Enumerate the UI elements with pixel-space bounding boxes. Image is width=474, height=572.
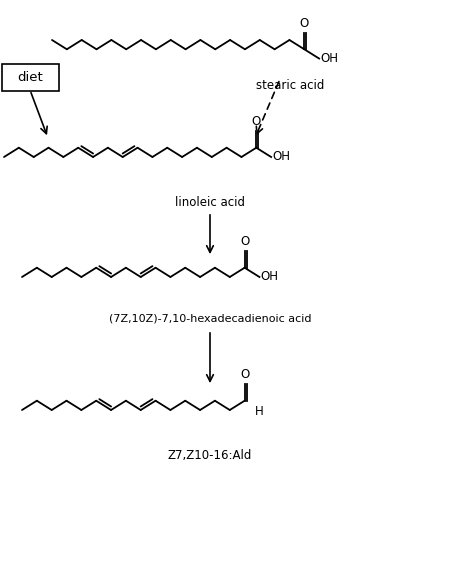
Text: (7Z,10Z)-7,10-hexadecadienoic acid: (7Z,10Z)-7,10-hexadecadienoic acid bbox=[109, 314, 311, 324]
Text: H: H bbox=[255, 405, 264, 418]
Text: OH: OH bbox=[320, 52, 338, 65]
Text: O: O bbox=[252, 115, 261, 128]
FancyBboxPatch shape bbox=[2, 64, 59, 91]
Text: OH: OH bbox=[272, 150, 290, 164]
Text: Z7,Z10-16:Ald: Z7,Z10-16:Ald bbox=[168, 449, 252, 462]
Text: O: O bbox=[240, 235, 249, 248]
Text: diet: diet bbox=[17, 71, 43, 84]
Text: O: O bbox=[300, 17, 309, 30]
Text: linoleic acid: linoleic acid bbox=[175, 196, 245, 209]
Text: OH: OH bbox=[260, 271, 278, 284]
Text: stearic acid: stearic acid bbox=[256, 79, 324, 92]
Text: O: O bbox=[240, 368, 249, 381]
